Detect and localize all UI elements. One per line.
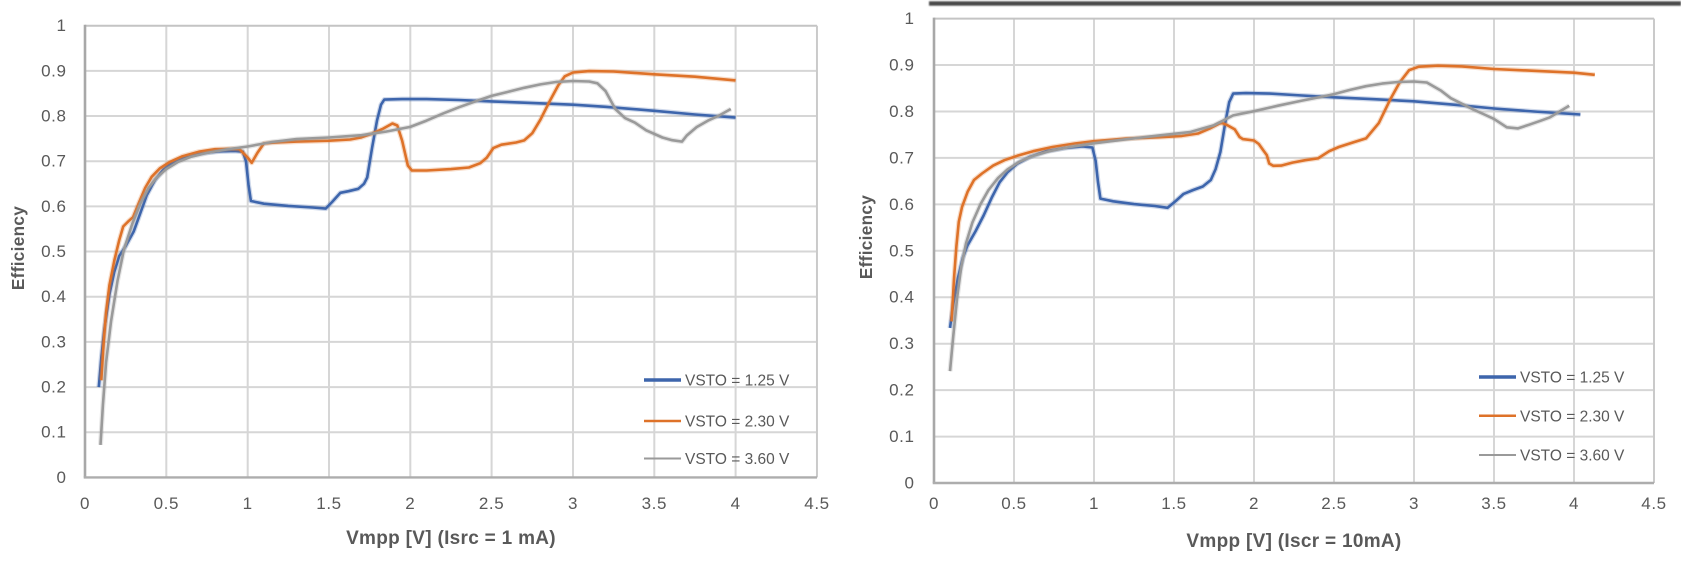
svg-text:0.5: 0.5	[41, 242, 66, 261]
svg-text:0.5: 0.5	[154, 494, 179, 513]
svg-text:0.3: 0.3	[41, 332, 66, 351]
svg-text:0.2: 0.2	[41, 378, 66, 397]
svg-text:4.5: 4.5	[1641, 494, 1666, 513]
svg-text:0.3: 0.3	[889, 334, 914, 353]
svg-text:3: 3	[1409, 494, 1419, 513]
svg-text:1: 1	[904, 9, 914, 28]
svg-text:1: 1	[243, 494, 253, 513]
svg-text:0.6: 0.6	[889, 195, 914, 214]
svg-text:1.5: 1.5	[1161, 494, 1186, 513]
svg-text:0.6: 0.6	[41, 197, 66, 216]
svg-text:VSTO = 2.30 V: VSTO = 2.30 V	[1520, 408, 1625, 425]
svg-text:0: 0	[904, 474, 914, 493]
svg-text:4: 4	[731, 494, 741, 513]
svg-text:VSTO = 3.60 V: VSTO = 3.60 V	[685, 451, 790, 468]
svg-text:0.9: 0.9	[889, 56, 914, 75]
svg-text:1: 1	[1089, 494, 1099, 513]
svg-text:0.7: 0.7	[41, 152, 66, 171]
svg-text:4.5: 4.5	[804, 494, 829, 513]
svg-text:0.4: 0.4	[41, 287, 66, 306]
svg-text:3: 3	[568, 494, 578, 513]
svg-text:Efficiency: Efficiency	[8, 206, 28, 290]
svg-text:0: 0	[56, 468, 66, 487]
svg-text:0.8: 0.8	[41, 107, 66, 126]
svg-text:0.2: 0.2	[889, 381, 914, 400]
svg-text:0.1: 0.1	[889, 427, 914, 446]
svg-text:VSTO = 2.30 V: VSTO = 2.30 V	[685, 414, 790, 431]
svg-text:1.5: 1.5	[316, 494, 341, 513]
svg-text:2.5: 2.5	[479, 494, 504, 513]
svg-text:VSTO = 1.25 V: VSTO = 1.25 V	[1520, 370, 1625, 387]
svg-text:0.5: 0.5	[1001, 494, 1026, 513]
svg-text:0: 0	[929, 494, 939, 513]
svg-text:VSTO = 3.60 V: VSTO = 3.60 V	[1520, 448, 1625, 465]
svg-text:0.9: 0.9	[41, 61, 66, 80]
svg-text:0.7: 0.7	[889, 148, 914, 167]
svg-text:2: 2	[405, 494, 415, 513]
svg-text:Vmpp [V] (Iscr = 10mA): Vmpp [V] (Iscr = 10mA)	[1186, 531, 1401, 552]
svg-text:0.1: 0.1	[41, 423, 66, 442]
svg-text:3.5: 3.5	[1481, 494, 1506, 513]
svg-text:Efficiency: Efficiency	[856, 195, 876, 279]
svg-text:Vmpp [V] (Isrc = 1 mA): Vmpp [V] (Isrc = 1 mA)	[346, 528, 556, 549]
svg-text:3.5: 3.5	[642, 494, 667, 513]
svg-text:VSTO = 1.25 V: VSTO = 1.25 V	[685, 373, 790, 390]
svg-text:0.8: 0.8	[889, 102, 914, 121]
svg-text:2.5: 2.5	[1321, 494, 1346, 513]
svg-text:0.5: 0.5	[889, 241, 914, 260]
svg-text:4: 4	[1569, 494, 1579, 513]
svg-text:0: 0	[80, 494, 90, 513]
svg-text:1: 1	[56, 16, 66, 35]
svg-text:0.4: 0.4	[889, 288, 914, 307]
svg-text:2: 2	[1249, 494, 1259, 513]
